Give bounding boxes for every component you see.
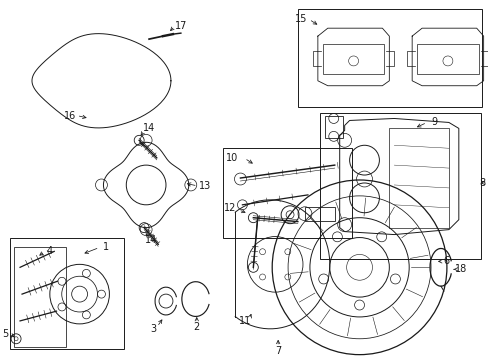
Bar	[10, 238, 124, 349]
Text: 10: 10	[226, 153, 238, 163]
Bar	[222, 148, 351, 238]
Text: 9: 9	[430, 117, 436, 127]
Text: 2: 2	[193, 322, 200, 332]
Text: 14: 14	[144, 234, 157, 244]
Text: 4: 4	[47, 247, 53, 256]
Bar	[319, 113, 480, 260]
Bar	[322, 44, 384, 74]
Text: 1: 1	[103, 243, 109, 252]
Bar	[297, 9, 481, 107]
Text: 3: 3	[150, 324, 156, 334]
Text: 15: 15	[294, 14, 306, 24]
Text: 5: 5	[2, 329, 8, 339]
Bar	[416, 44, 478, 74]
Text: 18: 18	[454, 264, 466, 274]
Bar	[14, 247, 65, 347]
Text: 7: 7	[274, 346, 281, 356]
Text: 8: 8	[479, 178, 485, 188]
Text: 12: 12	[224, 203, 236, 213]
Text: 6: 6	[443, 256, 449, 266]
Text: 13: 13	[198, 181, 210, 191]
Bar	[388, 129, 448, 228]
Text: 17: 17	[174, 21, 187, 31]
Bar	[324, 117, 342, 138]
Text: 11: 11	[239, 316, 251, 326]
Bar	[305, 207, 334, 221]
Text: 16: 16	[63, 111, 76, 121]
Text: 14: 14	[142, 123, 155, 134]
